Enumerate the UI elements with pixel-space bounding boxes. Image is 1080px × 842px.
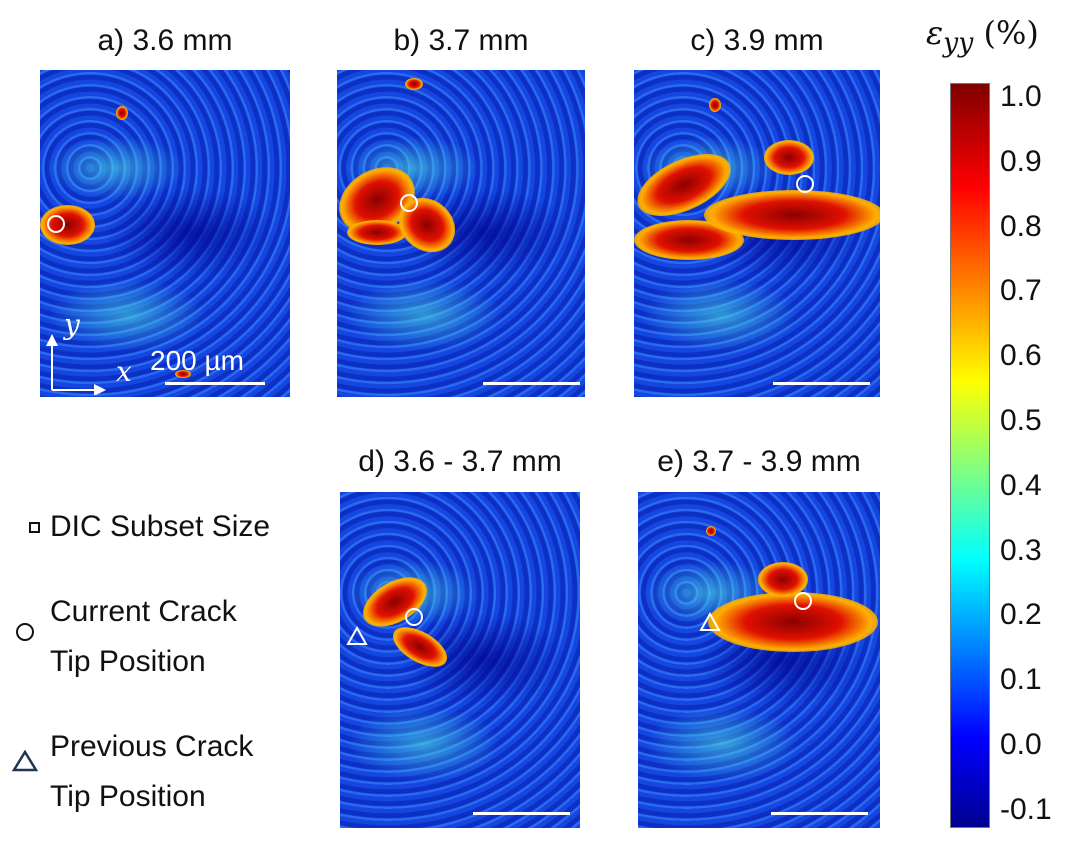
colorbar-tick-label: 0.5 — [1000, 404, 1042, 437]
high-strain-region — [706, 526, 716, 536]
crack-tip-circle-b — [400, 194, 418, 212]
scale-bar-a — [165, 382, 265, 385]
legend-current-line1: Current Crack — [50, 595, 237, 628]
legend-subset-label: DIC Subset Size — [50, 510, 271, 543]
colorbar-tick-label: 0.6 — [1000, 339, 1042, 373]
legend-previous-line1: Previous Crack — [50, 730, 254, 763]
subset-square-icon — [29, 522, 40, 533]
panel-a-strain-map — [40, 70, 290, 397]
high-strain-region — [758, 562, 808, 597]
colorbar-tick-label: 0.0 — [1000, 728, 1042, 761]
colorbar-subscript: yy — [943, 27, 974, 59]
previous-tip-triangle-d — [346, 626, 368, 645]
current-tip-circle-icon — [16, 623, 34, 641]
high-strain-region — [708, 592, 878, 652]
high-strain-region — [709, 98, 721, 112]
crack-tip-circle-d — [405, 608, 423, 626]
high-strain-region — [386, 619, 454, 675]
colorbar-tick-label: 0.2 — [1000, 598, 1042, 632]
panel-d-strain-map — [340, 492, 580, 828]
legend-current-line2: Tip Position — [50, 645, 206, 678]
axis-x-label: x — [116, 355, 132, 388]
colorbar-tick-label: 0.4 — [1000, 468, 1042, 502]
panel-e-title: e) 3.7 - 3.9 mm — [657, 445, 861, 478]
scale-bar-c — [773, 382, 870, 385]
colorbar-tick-label: 0.8 — [1000, 209, 1042, 243]
previous-tip-triangle-e — [699, 612, 721, 631]
panel-c-strain-map — [634, 70, 880, 397]
axis-y-label: y — [64, 308, 80, 341]
panel-b-strain-map — [337, 70, 585, 397]
crack-tip-circle-a — [47, 215, 65, 233]
scale-bar-b — [483, 382, 580, 385]
panel-a-title: a) 3.6 mm — [97, 24, 233, 57]
high-strain-region — [764, 140, 814, 175]
colorbar-tick-label: 1.0 — [1000, 80, 1042, 113]
colorbar-symbol: ε — [926, 14, 944, 52]
high-strain-region — [704, 190, 880, 240]
crack-tip-circle-c — [796, 175, 814, 193]
colorbar-unit: (%) — [983, 14, 1039, 52]
previous-tip-triangle-icon — [12, 750, 38, 772]
scale-bar-label: 200 µm — [150, 345, 244, 376]
panel-b-title: b) 3.7 mm — [393, 24, 529, 57]
colorbar-tick-label: 0.7 — [1000, 274, 1042, 308]
panel-e-strain-map — [638, 492, 880, 828]
axes-arrows-icon — [46, 334, 106, 395]
crack-tip-circle-e — [794, 592, 812, 610]
legend-previous-line2: Tip Position — [50, 780, 206, 813]
colorbar-title: εyy (%) — [926, 14, 1039, 58]
panel-d-title: d) 3.6 - 3.7 mm — [358, 445, 562, 478]
panel-c-title: c) 3.9 mm — [690, 24, 824, 57]
scale-bar-d — [473, 812, 570, 815]
high-strain-region — [116, 106, 128, 120]
colorbar-tick-label: 0.9 — [1000, 144, 1042, 178]
colorbar — [950, 83, 990, 828]
colorbar-tick-label: 0.3 — [1000, 533, 1042, 567]
high-strain-region — [405, 78, 423, 90]
scale-bar-e — [771, 812, 868, 815]
colorbar-tick-label: 0.1 — [1000, 663, 1042, 697]
colorbar-tick-label: -0.1 — [1000, 792, 1052, 826]
high-strain-region — [175, 370, 191, 378]
high-strain-region — [347, 220, 407, 245]
